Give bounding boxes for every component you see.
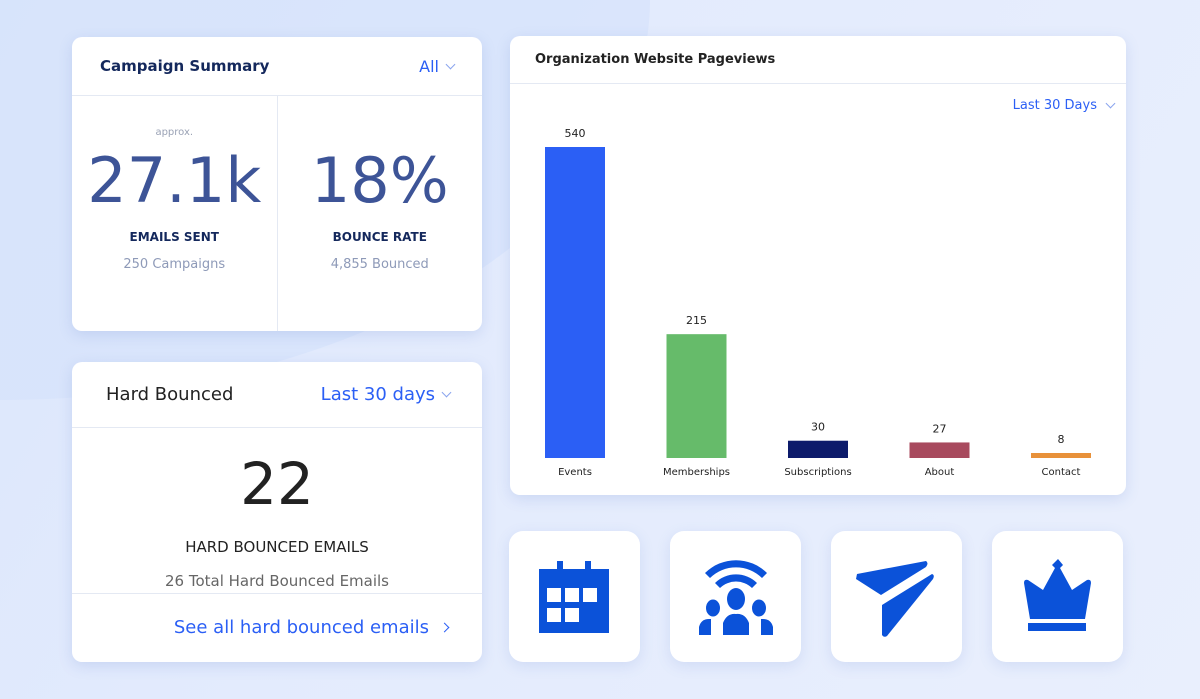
bounce-rate-value: 18% — [310, 144, 449, 217]
approx-label: approx. — [155, 127, 194, 138]
bar-events[interactable] — [545, 147, 605, 458]
see-all-label: See all hard bounced emails — [173, 616, 429, 638]
filter-dropdown[interactable]: All — [419, 56, 456, 76]
campaign-summary-card: Campaign Summary All approx. 27.1k EMAIL… — [72, 37, 482, 331]
bar-memberships[interactable] — [666, 334, 727, 458]
data-label: 215 — [686, 314, 707, 327]
calendar-icon — [538, 560, 609, 633]
pageviews-bar-chart: 540 Events 215 Memberships 30 Subscriptions 27… — [545, 127, 1091, 478]
community-broadcast-icon — [698, 559, 773, 635]
chevron-down-icon — [445, 59, 456, 69]
calendar-tile[interactable] — [509, 531, 640, 662]
data-label: 8 — [1058, 433, 1065, 446]
data-label: 30 — [811, 421, 825, 434]
bar-subscriptions[interactable] — [788, 440, 848, 458]
emails-sent-label: EMAILS SENT — [129, 230, 219, 244]
x-tick-label: Contact — [1042, 467, 1081, 478]
bar-about[interactable] — [909, 442, 970, 458]
card-title: Organization Website Pageviews — [510, 36, 1126, 84]
x-tick-label: Subscriptions — [784, 467, 851, 478]
crown-icon — [1023, 558, 1091, 631]
bounced-count: 4,855 Bounced — [330, 257, 429, 272]
campaigns-count: 250 Campaigns — [123, 257, 226, 272]
chevron-down-icon — [441, 387, 452, 398]
bar-contact[interactable] — [1031, 453, 1091, 458]
bounce-rate-label: BOUNCE RATE — [332, 230, 427, 244]
hard-bounced-value: 22 — [240, 450, 314, 518]
bounce-rate-stat: 18% BOUNCE RATE 4,855 Bounced — [276, 96, 483, 331]
data-label: 540 — [565, 127, 586, 140]
data-label: 27 — [933, 422, 947, 435]
send-tile[interactable] — [831, 531, 962, 662]
emails-sent-value: 27.1k — [87, 144, 262, 217]
pageviews-card: Organization Website Pageviews Last 30 D… — [510, 36, 1126, 495]
hard-bounced-total: 26 Total Hard Bounced Emails — [165, 572, 389, 590]
period-dropdown[interactable]: Last 30 Days — [1012, 98, 1116, 113]
card-title: Campaign Summary — [100, 57, 270, 75]
membership-tile[interactable] — [992, 531, 1123, 662]
period-value: Last 30 Days — [1012, 98, 1097, 113]
community-tile[interactable] — [670, 531, 801, 662]
period-value: Last 30 days — [320, 384, 435, 405]
chevron-right-icon — [439, 622, 450, 632]
emails-sent-stat: approx. 27.1k EMAILS SENT 250 Campaigns — [72, 96, 277, 331]
card-title: Hard Bounced — [106, 384, 234, 405]
x-tick-label: Events — [558, 467, 592, 478]
period-dropdown[interactable]: Last 30 days — [320, 384, 452, 405]
hard-bounced-card: Hard Bounced Last 30 days 22 HARD BOUNCE… — [72, 362, 482, 662]
hard-bounced-label: HARD BOUNCED EMAILS — [185, 538, 369, 556]
see-all-link[interactable]: See all hard bounced emails — [72, 594, 482, 660]
filter-value: All — [419, 56, 439, 76]
x-tick-label: Memberships — [663, 467, 730, 478]
x-tick-label: About — [925, 467, 955, 478]
paper-plane-icon — [855, 560, 934, 637]
